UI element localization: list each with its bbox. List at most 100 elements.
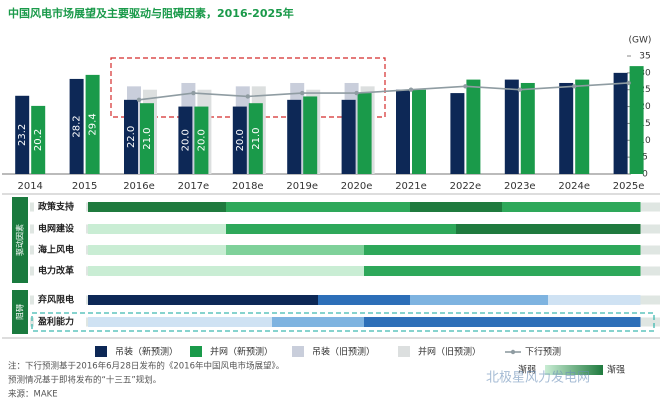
row-label-box <box>34 221 86 237</box>
factor-segment <box>502 202 549 212</box>
factor-segment <box>88 295 135 305</box>
factor-segment <box>318 317 365 327</box>
legend-swatch <box>510 349 516 355</box>
factor-segment <box>410 245 457 255</box>
factor-segment <box>364 202 411 212</box>
factor-segment <box>180 317 227 327</box>
x-tick-label: 2022e <box>450 181 482 192</box>
bar <box>248 103 263 174</box>
legend-label: 吊装（新预测） <box>115 346 178 358</box>
factor-segment <box>410 266 457 276</box>
factor-segment <box>502 317 549 327</box>
line-series <box>138 82 629 101</box>
line-marker <box>354 90 359 96</box>
factor-segment <box>456 317 503 327</box>
highlight-box <box>110 57 386 118</box>
factor-segment <box>180 266 227 276</box>
x-tick-label: 2018e <box>232 181 264 192</box>
y-tick-label: 20 <box>639 102 651 112</box>
x-tick-label: 2020e <box>341 181 373 192</box>
scale-label: 渐弱 <box>518 364 536 376</box>
factor-segment <box>594 266 641 276</box>
factor-segment <box>456 202 503 212</box>
factor-segment <box>88 202 135 212</box>
bar <box>232 106 247 174</box>
scale-label: 渐强 <box>607 364 625 376</box>
bar <box>466 79 481 174</box>
factor-segment <box>88 266 135 276</box>
x-tick-label: 2015 <box>72 181 97 192</box>
bar <box>520 82 535 174</box>
factor-segment <box>88 224 135 234</box>
factor-segment <box>226 317 273 327</box>
factor-segment <box>502 224 549 234</box>
factor-segment <box>364 245 411 255</box>
x-tick-label: 2017e <box>178 181 210 192</box>
bar <box>194 106 209 174</box>
data-label: 20.0 <box>180 129 191 151</box>
chart-title: 中国风电市场展望及主要驱动与阻碍因素，2016-2025年 <box>8 6 294 20</box>
bar <box>31 105 46 174</box>
factor-segment <box>548 317 595 327</box>
x-tick-label: 2024e <box>558 181 590 192</box>
factor-segment <box>272 224 319 234</box>
line-marker <box>463 84 468 89</box>
group-label: 阻碍 <box>16 304 25 320</box>
factor-segment <box>594 202 641 212</box>
line-marker <box>408 87 414 92</box>
group-box <box>12 197 28 283</box>
factor-segment <box>226 266 273 276</box>
bar <box>140 103 154 174</box>
factor-segment <box>318 202 365 212</box>
bar <box>69 78 84 174</box>
row-label-box <box>34 263 86 279</box>
factor-segment <box>502 295 549 305</box>
factor-label: 弃风限电 <box>38 294 74 306</box>
x-tick-label: 2025e <box>613 181 645 192</box>
factor-segment <box>548 295 595 305</box>
factor-segment <box>226 224 273 234</box>
factor-label: 政策支持 <box>38 201 74 213</box>
bar <box>450 93 465 174</box>
factor-segment <box>456 295 503 305</box>
bar <box>85 74 100 174</box>
bar <box>412 89 426 174</box>
factor-segment <box>456 224 503 234</box>
factor-segment <box>134 224 181 234</box>
group-box <box>12 290 28 334</box>
data-label: 23.2 <box>17 124 28 146</box>
factor-segment <box>456 266 503 276</box>
factor-segment <box>180 224 227 234</box>
factor-segment <box>410 317 457 327</box>
group-label: 驱动因素 <box>15 224 25 256</box>
legend-label: 吊装（旧预测） <box>312 346 375 358</box>
factor-segment <box>594 245 641 255</box>
factor-label: 电网建设 <box>38 223 75 235</box>
legend-swatch <box>95 346 107 357</box>
factor-segment <box>502 245 549 255</box>
factor-segment <box>226 202 273 212</box>
data-label: 21.0 <box>251 127 262 149</box>
bar <box>357 93 372 174</box>
legend-label: 并网（旧预测） <box>418 346 481 358</box>
factor-label: 盈利能力 <box>37 316 74 328</box>
row-label-box <box>34 242 86 258</box>
note: 注：下行预测基于2016年6月28日发布的《2016年中国风电市场展望》。 <box>8 361 284 372</box>
factor-label: 电力改革 <box>38 265 74 277</box>
factor-segment <box>88 245 135 255</box>
y-tick-label: 25 <box>639 85 650 95</box>
factor-segment <box>318 295 365 305</box>
factor-segment <box>548 245 595 255</box>
factor-segment <box>548 224 595 234</box>
data-label: 28.2 <box>72 115 83 137</box>
factor-segment <box>134 202 181 212</box>
factor-segment <box>548 266 595 276</box>
scale-bar <box>545 365 603 375</box>
factor-segment <box>226 245 273 255</box>
factor-segment <box>226 295 273 305</box>
factor-segment <box>88 317 135 327</box>
legend-swatch <box>398 346 410 357</box>
data-label: 20.2 <box>33 129 44 151</box>
line-marker <box>517 87 522 92</box>
